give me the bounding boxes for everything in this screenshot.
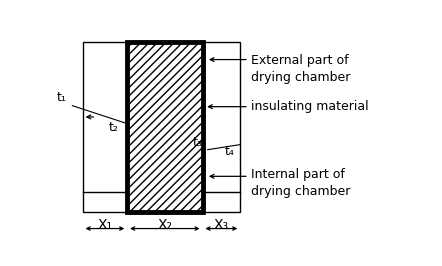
- Text: External part of
drying chamber: External part of drying chamber: [251, 54, 350, 84]
- Bar: [83, 42, 240, 212]
- Text: t₂: t₂: [109, 121, 118, 134]
- Text: t₁: t₁: [57, 91, 67, 104]
- Bar: [127, 42, 202, 212]
- Text: Internal part of
drying chamber: Internal part of drying chamber: [251, 168, 350, 198]
- Text: t₄: t₄: [225, 145, 235, 158]
- Text: X₂: X₂: [157, 218, 172, 232]
- Text: X₁: X₁: [97, 218, 112, 232]
- Text: t₃: t₃: [192, 136, 202, 149]
- Text: X₃: X₃: [214, 218, 229, 232]
- Text: insulating material: insulating material: [251, 100, 368, 113]
